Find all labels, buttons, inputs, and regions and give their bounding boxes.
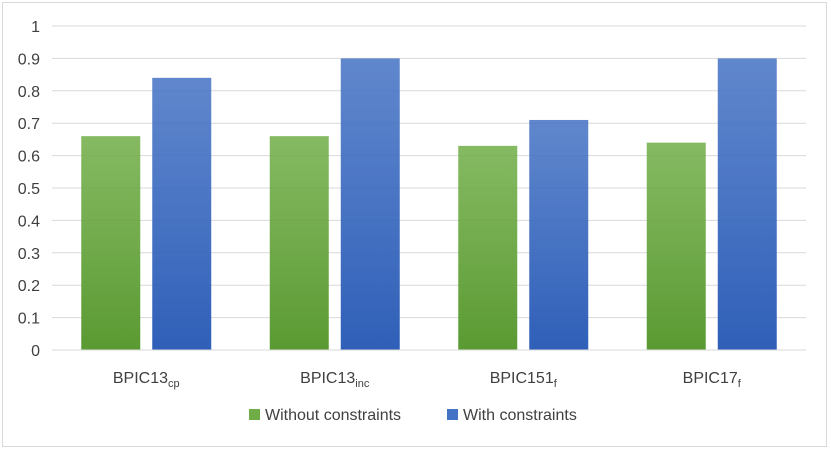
x-tick-label-subscript: cp <box>168 378 180 390</box>
x-tick-label-base: BPIC151 <box>490 370 554 387</box>
x-tick-label-base: BPIC13 <box>300 370 355 387</box>
y-tick-label: 0.4 <box>18 213 40 230</box>
bar-without-constraints-0 <box>81 136 141 350</box>
x-tick-label: BPIC13inc <box>300 370 370 390</box>
y-tick-label: 0.1 <box>18 311 40 328</box>
bar-without-constraints-3 <box>646 142 706 350</box>
x-tick-label: BPIC13cp <box>113 370 180 390</box>
x-tick-label-subscript: f <box>554 378 558 390</box>
y-tick-label: 0.9 <box>18 51 40 68</box>
bar-with-constraints-0 <box>152 77 212 350</box>
y-tick-label: 0.6 <box>18 149 40 166</box>
bar-with-constraints-2 <box>529 119 589 351</box>
x-tick-label: BPIC151f <box>490 370 558 390</box>
legend-label-1: With constraints <box>463 407 577 424</box>
bar-without-constraints-1 <box>269 136 329 350</box>
bar-with-constraints-3 <box>717 58 777 351</box>
legend-label-0: Without constraints <box>265 407 401 424</box>
x-axis-labels: BPIC13cp BPIC13inc BPIC151f BPIC17f <box>113 370 742 390</box>
y-tick-label: 1 <box>31 19 40 36</box>
y-tick-label: 0 <box>31 343 40 360</box>
x-tick-label: BPIC17f <box>683 370 742 390</box>
x-tick-label-subscript: inc <box>355 378 370 390</box>
bars <box>81 58 777 351</box>
legend-swatch-1 <box>447 409 458 420</box>
legend: Without constraints With constraints <box>249 407 577 424</box>
y-tick-label: 0.2 <box>18 278 40 295</box>
y-tick-label: 0.8 <box>18 84 40 101</box>
legend-swatch-0 <box>249 409 260 420</box>
x-tick-label-subscript: f <box>738 378 742 390</box>
x-tick-label-base: BPIC13 <box>113 370 168 387</box>
x-tick-label-base: BPIC17 <box>683 370 738 387</box>
y-tick-label: 0.5 <box>18 181 40 198</box>
bar-without-constraints-2 <box>458 145 518 350</box>
y-axis-ticks: 0 0.1 0.2 0.3 0.4 0.5 0.6 0.7 0.8 0.9 1 <box>18 19 40 360</box>
y-tick-label: 0.7 <box>18 116 40 133</box>
bar-with-constraints-1 <box>340 58 400 351</box>
y-tick-label: 0.3 <box>18 246 40 263</box>
